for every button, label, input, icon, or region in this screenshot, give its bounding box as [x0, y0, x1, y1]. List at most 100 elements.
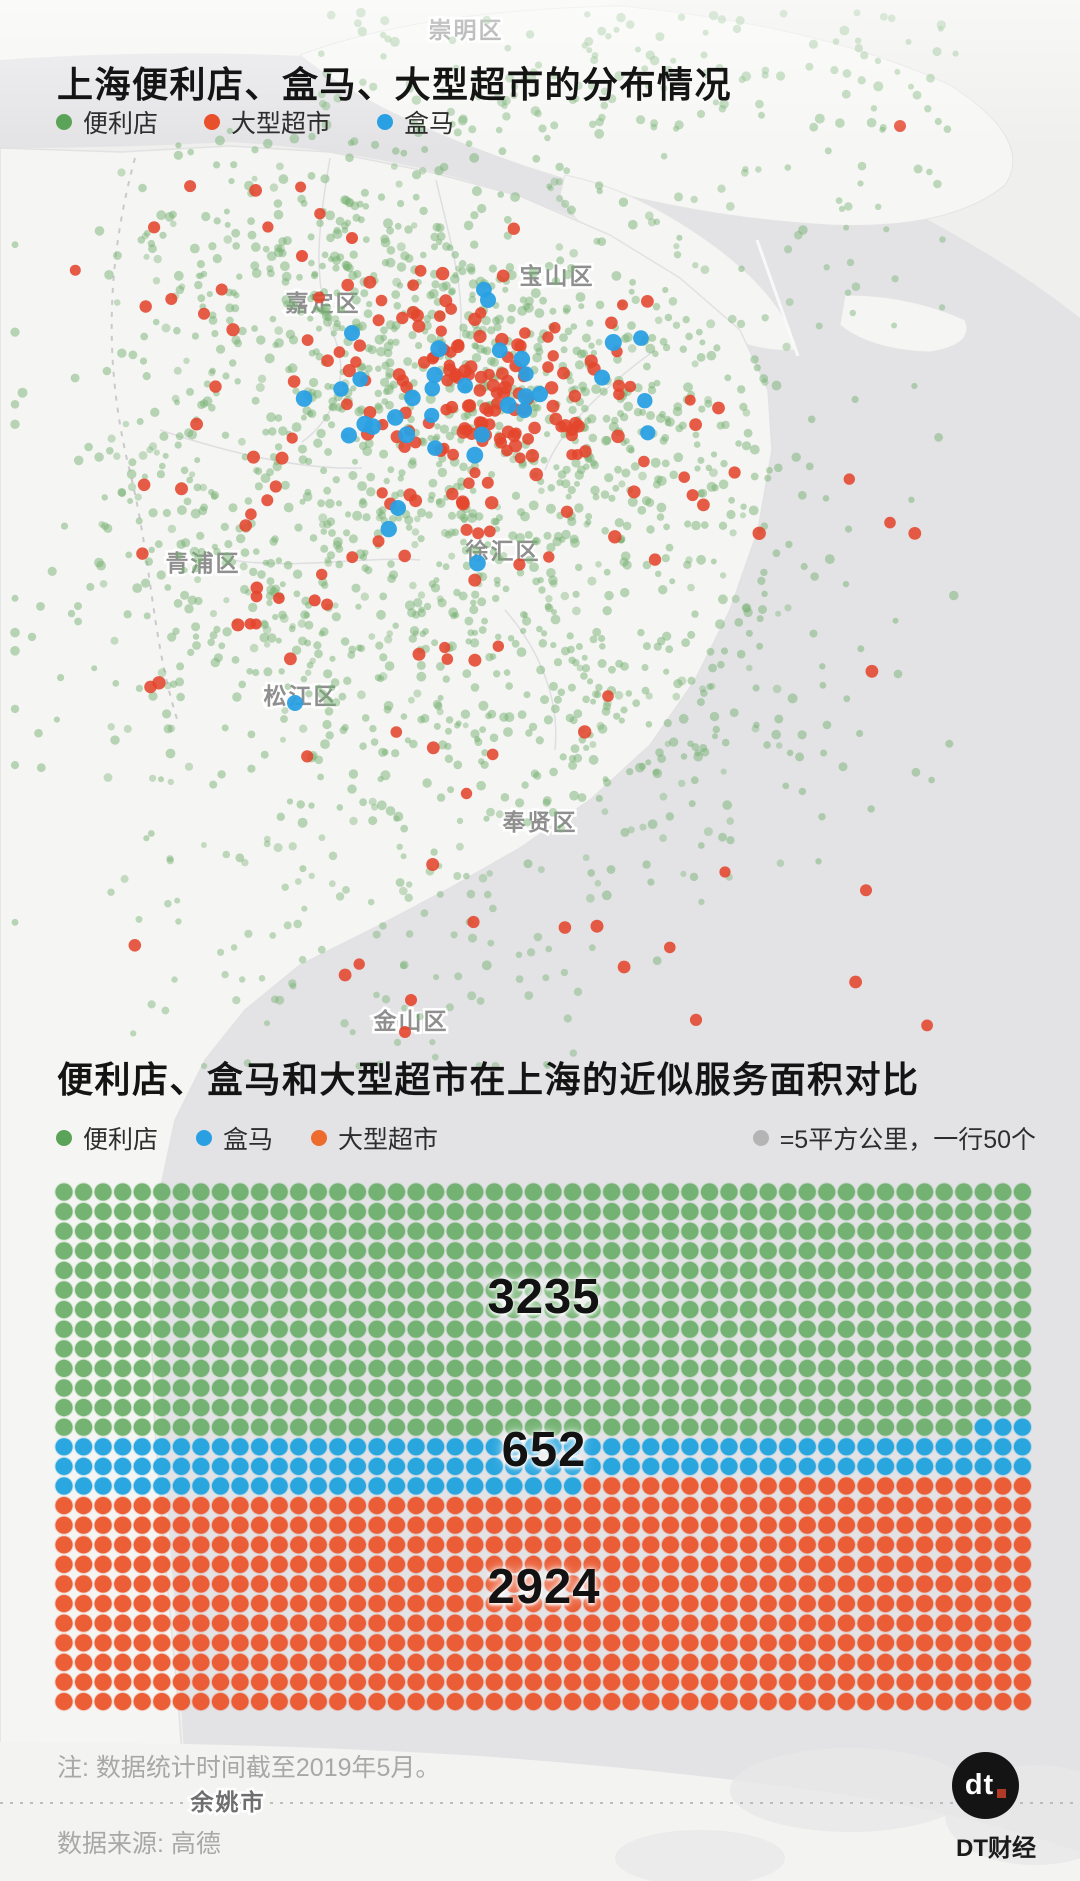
waffle-dot-便利店: [231, 1281, 249, 1299]
convenience-dot: [340, 195, 350, 205]
legend-label: 盒马: [223, 1126, 274, 1154]
convenience-dot: [309, 534, 318, 542]
waffle-dot-便利店: [544, 1399, 562, 1417]
waffle-dot-大型超市: [564, 1555, 582, 1573]
waffle-dot-大型超市: [368, 1673, 386, 1691]
convenience-dot: [10, 704, 20, 714]
supermarket-dot: [284, 652, 297, 666]
waffle-dot-便利店: [94, 1379, 112, 1397]
waffle-dot-便利店: [192, 1183, 210, 1201]
legend-dot-icon: [56, 1130, 72, 1146]
convenience-dot: [704, 396, 712, 404]
waffle-dot-便利店: [153, 1183, 171, 1201]
waffle-dot-便利店: [485, 1242, 503, 1260]
convenience-dot: [206, 291, 213, 298]
convenience-dot: [302, 491, 313, 502]
waffle-dot-大型超市: [368, 1634, 386, 1652]
legend-label: 盒马: [404, 110, 455, 138]
convenience-dot: [657, 636, 666, 646]
convenience-dot: [661, 554, 670, 563]
convenience-dot: [384, 384, 394, 395]
waffle-dot-大型超市: [779, 1653, 797, 1671]
supermarket-dot: [287, 375, 301, 388]
supermarket-dot: [460, 523, 473, 536]
waffle-dot-盒马: [681, 1457, 699, 1475]
convenience-dot: [665, 543, 674, 552]
convenience-dot: [243, 1059, 252, 1067]
waffle-dot-便利店: [94, 1281, 112, 1299]
convenience-dot: [583, 744, 590, 752]
hema-dot: [387, 409, 404, 426]
waffle-dot-大型超市: [857, 1575, 875, 1593]
convenience-dot: [663, 668, 670, 675]
convenience-dot: [436, 461, 443, 468]
waffle-dot-大型超市: [427, 1614, 445, 1632]
waffle-dot-便利店: [916, 1320, 934, 1338]
convenience-dot: [256, 335, 266, 345]
convenience-dot: [795, 752, 805, 762]
convenience-dot: [574, 503, 584, 513]
convenience-dot: [726, 836, 735, 845]
convenience-dot: [366, 472, 376, 482]
waffle-dot-大型超市: [466, 1614, 484, 1632]
waffle-dot-便利店: [466, 1320, 484, 1338]
waffle-dot-便利店: [700, 1261, 719, 1279]
waffle-dot-便利店: [564, 1222, 582, 1240]
convenience-dot: [70, 373, 80, 383]
waffle-dot-便利店: [466, 1379, 484, 1397]
waffle-dot-便利店: [994, 1222, 1012, 1240]
convenience-dot: [212, 254, 222, 264]
convenience-dot: [362, 236, 370, 244]
waffle-dot-大型超市: [387, 1673, 406, 1691]
convenience-dot: [385, 806, 396, 816]
convenience-dot: [570, 537, 580, 548]
convenience-dot: [101, 494, 108, 501]
convenience-dot: [326, 551, 336, 560]
convenience-dot: [661, 459, 670, 468]
waffle-dot-便利店: [916, 1281, 934, 1299]
waffle-dot-便利店: [720, 1399, 738, 1417]
waffle-dot-便利店: [974, 1399, 992, 1417]
convenience-dot: [406, 881, 413, 888]
supermarket-dot: [496, 367, 509, 380]
convenience-dot: [325, 731, 334, 740]
waffle-dot-盒马: [818, 1457, 836, 1475]
waffle-dot-大型超市: [818, 1614, 836, 1632]
convenience-dot: [598, 634, 606, 643]
convenience-dot: [187, 595, 197, 605]
convenience-dot: [461, 330, 471, 339]
waffle-dot-便利店: [916, 1418, 934, 1436]
waffle-dot-盒马: [368, 1477, 386, 1495]
convenience-dot: [687, 630, 696, 639]
supermarket-dot: [407, 279, 420, 292]
waffle-dot-便利店: [798, 1340, 816, 1358]
convenience-dot: [263, 667, 273, 677]
waffle-dot-便利店: [290, 1203, 308, 1221]
waffle-dot-大型超市: [251, 1595, 269, 1613]
convenience-dot: [436, 708, 444, 716]
convenience-dot: [857, 645, 865, 653]
waffle-dot-便利店: [387, 1242, 406, 1260]
waffle-dot-便利店: [700, 1222, 719, 1240]
waffle-dot-便利店: [485, 1301, 503, 1319]
waffle-dot-大型超市: [211, 1575, 230, 1593]
convenience-dot: [387, 560, 395, 568]
supermarket-dot: [439, 641, 451, 654]
convenience-dot: [652, 956, 662, 966]
convenience-dot: [682, 315, 690, 324]
convenience-dot: [391, 749, 400, 758]
waffle-dot-便利店: [75, 1418, 93, 1436]
waffle-dot-便利店: [1013, 1222, 1031, 1240]
hema-dot: [380, 520, 397, 538]
convenience-dot: [728, 496, 735, 504]
dt-logo: dt: [952, 1752, 1019, 1819]
convenience-dot: [453, 588, 461, 597]
convenience-dot: [760, 568, 768, 577]
convenience-dot: [494, 581, 501, 588]
convenience-dot: [321, 251, 329, 259]
convenience-dot: [469, 153, 480, 163]
waffle-dot-便利店: [642, 1242, 660, 1260]
convenience-dot: [471, 186, 482, 197]
convenience-dot: [383, 341, 394, 352]
waffle-dot-盒马: [779, 1438, 797, 1456]
